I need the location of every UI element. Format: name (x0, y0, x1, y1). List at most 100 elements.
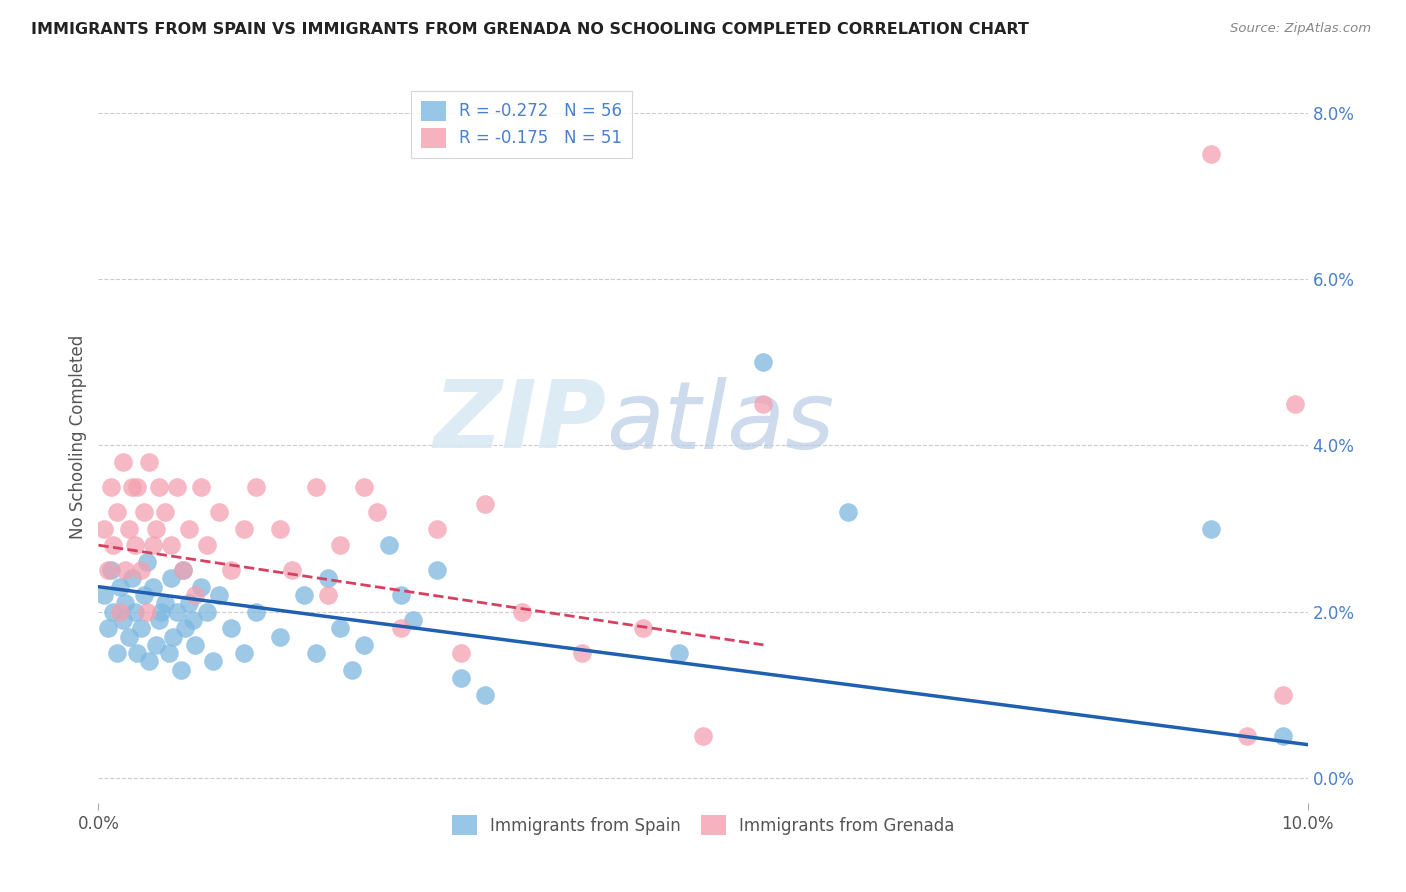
Point (342, 663, 364, 677)
Point (127, 480, 149, 494)
Text: ZIP: ZIP (433, 376, 606, 468)
Point (108, 605, 131, 619)
Point (142, 538, 165, 552)
Point (100, 563, 122, 577)
Point (101, 605, 124, 619)
Point (153, 596, 176, 610)
Point (118, 521, 141, 535)
Point (377, 538, 399, 552)
Y-axis label: No Schooling Completed: No Schooling Completed (69, 335, 87, 539)
Point (202, 655, 225, 669)
Point (101, 538, 124, 552)
Point (111, 613, 134, 627)
Point (111, 455, 134, 469)
Point (114, 563, 136, 577)
Point (450, 646, 472, 660)
Point (97, 563, 120, 577)
Point (184, 638, 207, 652)
Point (124, 605, 146, 619)
Point (305, 480, 328, 494)
Point (105, 646, 128, 660)
Point (93, 588, 115, 602)
Point (208, 505, 231, 519)
Point (124, 538, 146, 552)
Point (316, 571, 339, 585)
Text: Source: ZipAtlas.com: Source: ZipAtlas.com (1230, 22, 1371, 36)
Point (135, 555, 157, 569)
Point (118, 630, 141, 644)
Point (305, 646, 328, 660)
Point (245, 480, 267, 494)
Point (172, 563, 194, 577)
Point (129, 563, 152, 577)
Point (121, 480, 143, 494)
Point (329, 621, 352, 635)
Point (190, 580, 212, 594)
Point (135, 605, 157, 619)
Point (121, 571, 143, 585)
Point (1272, 729, 1295, 743)
Point (195, 605, 218, 619)
Point (174, 621, 197, 635)
Point (195, 538, 218, 552)
Point (138, 655, 160, 669)
Point (169, 663, 191, 677)
Point (281, 563, 304, 577)
Point (162, 630, 184, 644)
Point (426, 521, 449, 535)
Point (142, 580, 165, 594)
Point (145, 521, 167, 535)
Point (366, 505, 388, 519)
Point (97, 621, 120, 635)
Point (1272, 688, 1295, 702)
Point (292, 588, 315, 602)
Point (148, 613, 170, 627)
Text: IMMIGRANTS FROM SPAIN VS IMMIGRANTS FROM GRENADA NO SCHOOLING COMPLETED CORRELAT: IMMIGRANTS FROM SPAIN VS IMMIGRANTS FROM… (31, 22, 1029, 37)
Point (166, 480, 188, 494)
Point (190, 480, 212, 494)
Point (837, 505, 859, 519)
Point (752, 355, 775, 369)
Point (93, 521, 115, 535)
Point (232, 646, 254, 660)
Point (752, 397, 775, 411)
Point (402, 613, 425, 627)
Point (108, 580, 131, 594)
Point (510, 605, 533, 619)
Point (145, 638, 167, 652)
Point (179, 596, 201, 610)
Point (160, 571, 183, 585)
Point (245, 605, 267, 619)
Point (153, 505, 176, 519)
Point (129, 621, 152, 635)
Point (450, 671, 472, 685)
Point (114, 596, 136, 610)
Point (571, 646, 593, 660)
Point (426, 563, 449, 577)
Point (150, 605, 173, 619)
Point (316, 588, 339, 602)
Point (389, 621, 412, 635)
Legend: Immigrants from Spain, Immigrants from Grenada: Immigrants from Spain, Immigrants from G… (444, 808, 962, 842)
Point (134, 588, 156, 602)
Point (134, 505, 156, 519)
Point (166, 605, 188, 619)
Point (148, 480, 170, 494)
Point (1199, 147, 1222, 161)
Point (208, 588, 231, 602)
Point (668, 646, 690, 660)
Point (353, 480, 375, 494)
Point (179, 521, 201, 535)
Point (160, 538, 183, 552)
Point (474, 497, 496, 511)
Point (157, 646, 180, 660)
Point (353, 638, 375, 652)
Point (184, 588, 207, 602)
Text: atlas: atlas (606, 377, 835, 468)
Point (631, 621, 654, 635)
Point (221, 563, 243, 577)
Point (269, 630, 291, 644)
Point (232, 521, 254, 535)
Point (1236, 729, 1258, 743)
Point (1199, 521, 1222, 535)
